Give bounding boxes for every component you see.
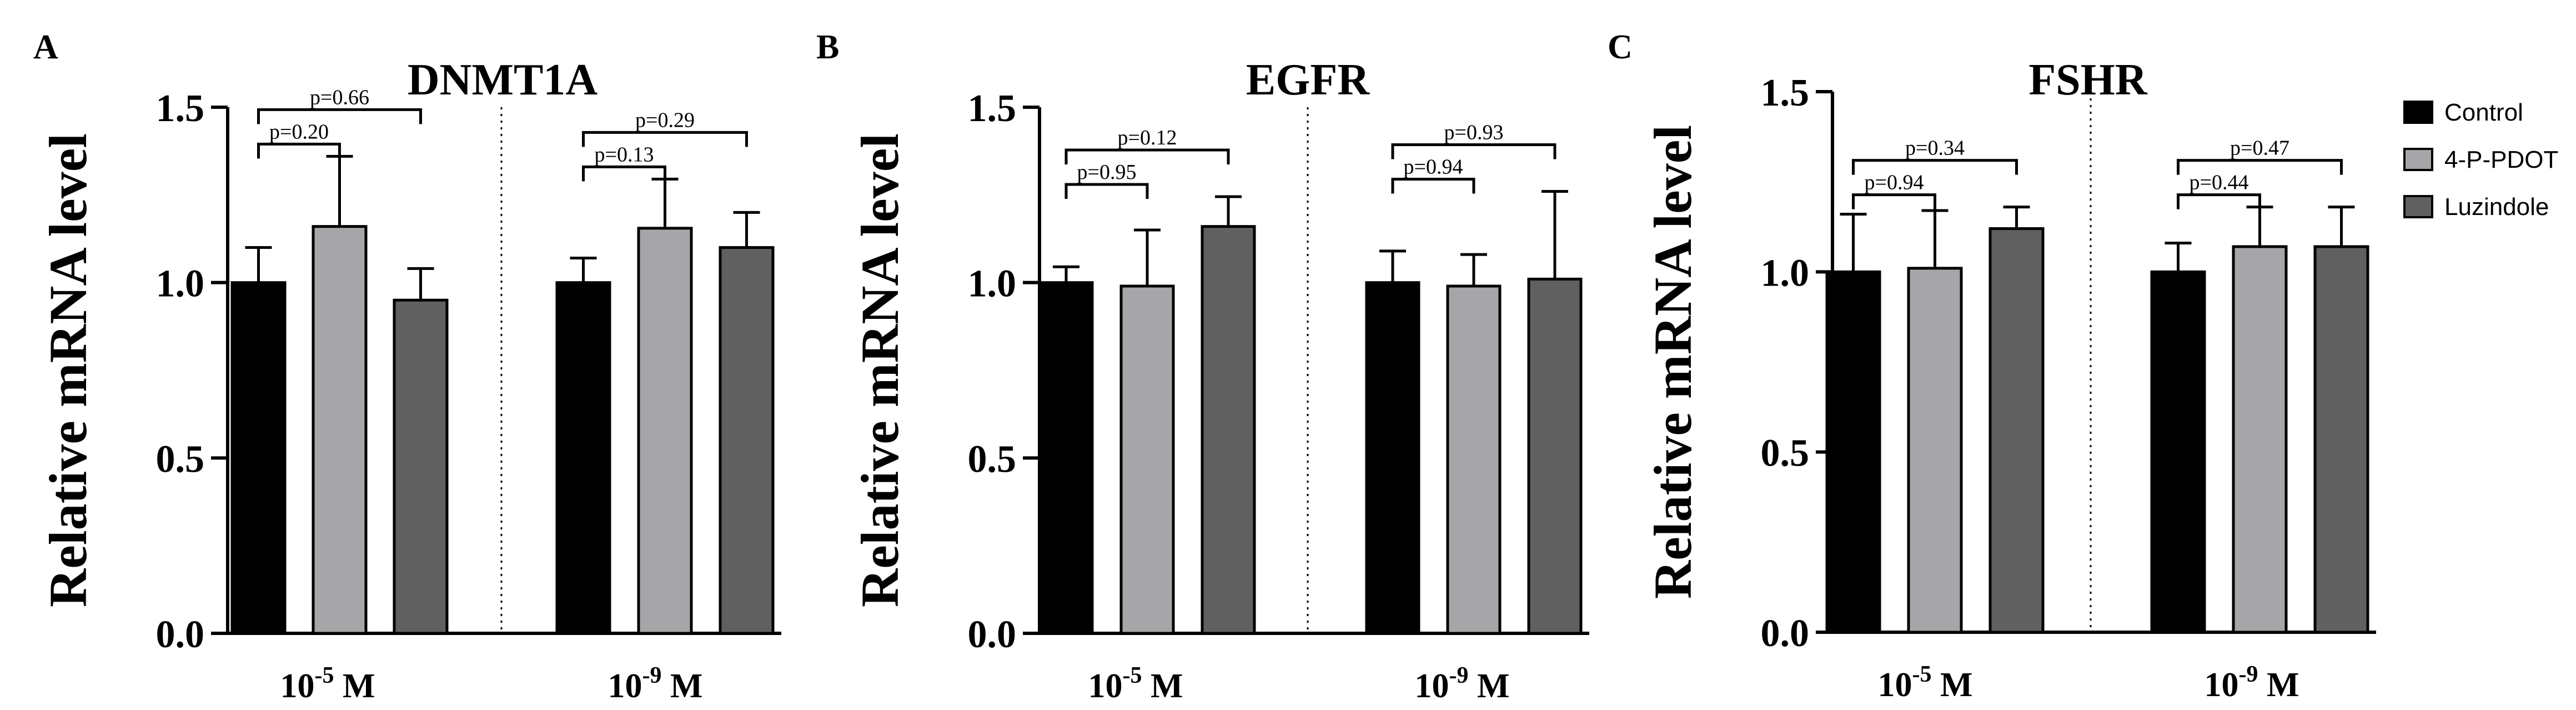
group-label-base: 10 — [1414, 667, 1449, 705]
y-tick-label: 0.0 — [156, 613, 205, 656]
bar-control — [2150, 270, 2206, 634]
p-value-label: p=0.94 — [1404, 156, 1463, 179]
bar-control — [1825, 270, 1881, 634]
significance-bracket — [582, 131, 748, 147]
p-value-label: p=0.47 — [2230, 137, 2289, 160]
bar-luzindole — [1201, 225, 1256, 635]
p-value-label: p=0.44 — [2190, 171, 2249, 194]
significance-bracket — [257, 142, 341, 159]
chart-title: DNMT1A — [408, 56, 597, 104]
group-label-exponent: -9 — [1449, 663, 1468, 688]
group-label-exponent: -5 — [1912, 662, 1931, 687]
group-label: 10-5 M — [1877, 662, 1972, 704]
group-label-unit: M — [334, 667, 375, 705]
group-label-base: 10 — [2204, 666, 2238, 704]
y-tick-label: 0.5 — [968, 438, 1017, 481]
group-label: 10-9 M — [2204, 662, 2299, 704]
bar-4-p-pdot — [312, 225, 368, 635]
legend-swatch — [2403, 101, 2433, 124]
significance-bracket — [1391, 143, 1556, 159]
group-label-base: 10 — [280, 667, 314, 705]
chart-title: EGFR — [1246, 56, 1370, 104]
y-tick-label: 1.0 — [156, 263, 205, 306]
significance-bracket — [257, 108, 422, 124]
group-label-exponent: -9 — [2238, 662, 2258, 687]
significance-bracket — [1064, 183, 1149, 199]
group-label-unit: M — [1468, 667, 1509, 705]
bar-control — [555, 281, 611, 635]
bar-luzindole — [1989, 227, 2045, 634]
group-label-base: 10 — [1877, 666, 1912, 704]
legend-label: 4-P-PDOT — [2444, 146, 2558, 173]
significance-bracket — [1852, 159, 2018, 175]
y-tick-label: 1.5 — [156, 87, 205, 130]
group-label-base: 10 — [607, 667, 642, 705]
p-value-label: p=0.13 — [595, 143, 654, 166]
p-value-label: p=0.94 — [1865, 171, 1924, 194]
y-tick-label: 0.0 — [1761, 612, 1810, 655]
y-tick-label: 1.5 — [968, 87, 1017, 130]
p-value-label: p=0.12 — [1118, 126, 1177, 149]
bar-control — [1365, 281, 1420, 635]
bar-4-p-pdot — [637, 227, 693, 635]
group-label: 10-9 M — [607, 663, 702, 705]
group-label: 10-9 M — [1414, 663, 1509, 705]
legend-label: Luzindole — [2444, 193, 2549, 221]
panel-c: C FSHR Relative mRNA level 0.0 0.5 1.0 1.5 p=0.… — [1608, 28, 2376, 704]
y-tick-label: 1.0 — [968, 263, 1017, 306]
y-tick-label: 0.5 — [1761, 432, 1810, 475]
y-tick-label: 0.0 — [968, 613, 1017, 656]
group-label-exponent: -5 — [1122, 663, 1142, 688]
y-tick-label: 0.5 — [156, 438, 205, 481]
panel-letter: B — [816, 28, 839, 66]
bar-4-p-pdot — [1446, 284, 1502, 635]
bar-control — [230, 281, 287, 635]
y-tick-label: 1.0 — [1761, 252, 1810, 294]
significance-bracket — [1064, 148, 1230, 164]
bar-control — [1038, 281, 1094, 635]
p-value-label: p=0.20 — [269, 120, 329, 143]
y-axis-label: Relative mRNA level — [1643, 125, 1703, 599]
chart-title: FSHR — [2028, 56, 2148, 104]
group-label-exponent: -5 — [314, 663, 334, 688]
panel-letter: C — [1608, 28, 1633, 66]
p-value-label: p=0.34 — [1905, 137, 1965, 160]
bar-4-p-pdot — [1119, 284, 1175, 635]
y-axis-label: Relative mRNA level — [850, 133, 910, 607]
panel-b: B EGFR Relative mRNA level 0.0 0.5 1.0 1.5 p=0.… — [816, 28, 1589, 705]
y-axis-label: Relative mRNA level — [38, 133, 98, 607]
legend: Control 4-P-PDOT Luzindole — [2403, 99, 2558, 221]
group-label-unit: M — [2258, 666, 2299, 704]
bar-luzindole — [1527, 277, 1583, 635]
legend-label: Control — [2444, 99, 2523, 126]
bar-4-p-pdot — [1907, 267, 1963, 634]
bar-luzindole — [393, 298, 449, 635]
panel-letter: A — [33, 28, 58, 66]
significance-bracket — [2177, 159, 2343, 175]
significance-bracket — [582, 165, 666, 182]
p-value-label: p=0.95 — [1077, 161, 1137, 184]
panel-a: A DNMT1A Relative mRNA level 0.0 0.5 1.0 1.5 p=… — [33, 28, 781, 705]
bar-4-p-pdot — [2232, 245, 2288, 634]
group-label: 10-5 M — [1088, 663, 1183, 705]
p-value-label: p=0.93 — [1444, 121, 1504, 144]
y-tick-label: 1.5 — [1761, 72, 1810, 114]
legend-swatch — [2403, 195, 2433, 218]
p-value-label: p=0.66 — [310, 86, 369, 109]
group-label-base: 10 — [1088, 667, 1122, 705]
bar-luzindole — [719, 246, 775, 635]
significance-bracket — [1391, 178, 1475, 194]
group-label-unit: M — [661, 667, 702, 705]
significance-bracket — [1852, 193, 1936, 209]
group-label-unit: M — [1931, 666, 1972, 704]
group-label-unit: M — [1142, 667, 1183, 705]
p-value-label: p=0.29 — [635, 108, 695, 132]
group-label: 10-5 M — [280, 663, 375, 705]
group-label-exponent: -9 — [642, 663, 661, 688]
significance-bracket — [2177, 193, 2261, 209]
legend-swatch — [2403, 148, 2433, 171]
bar-luzindole — [2313, 245, 2369, 634]
